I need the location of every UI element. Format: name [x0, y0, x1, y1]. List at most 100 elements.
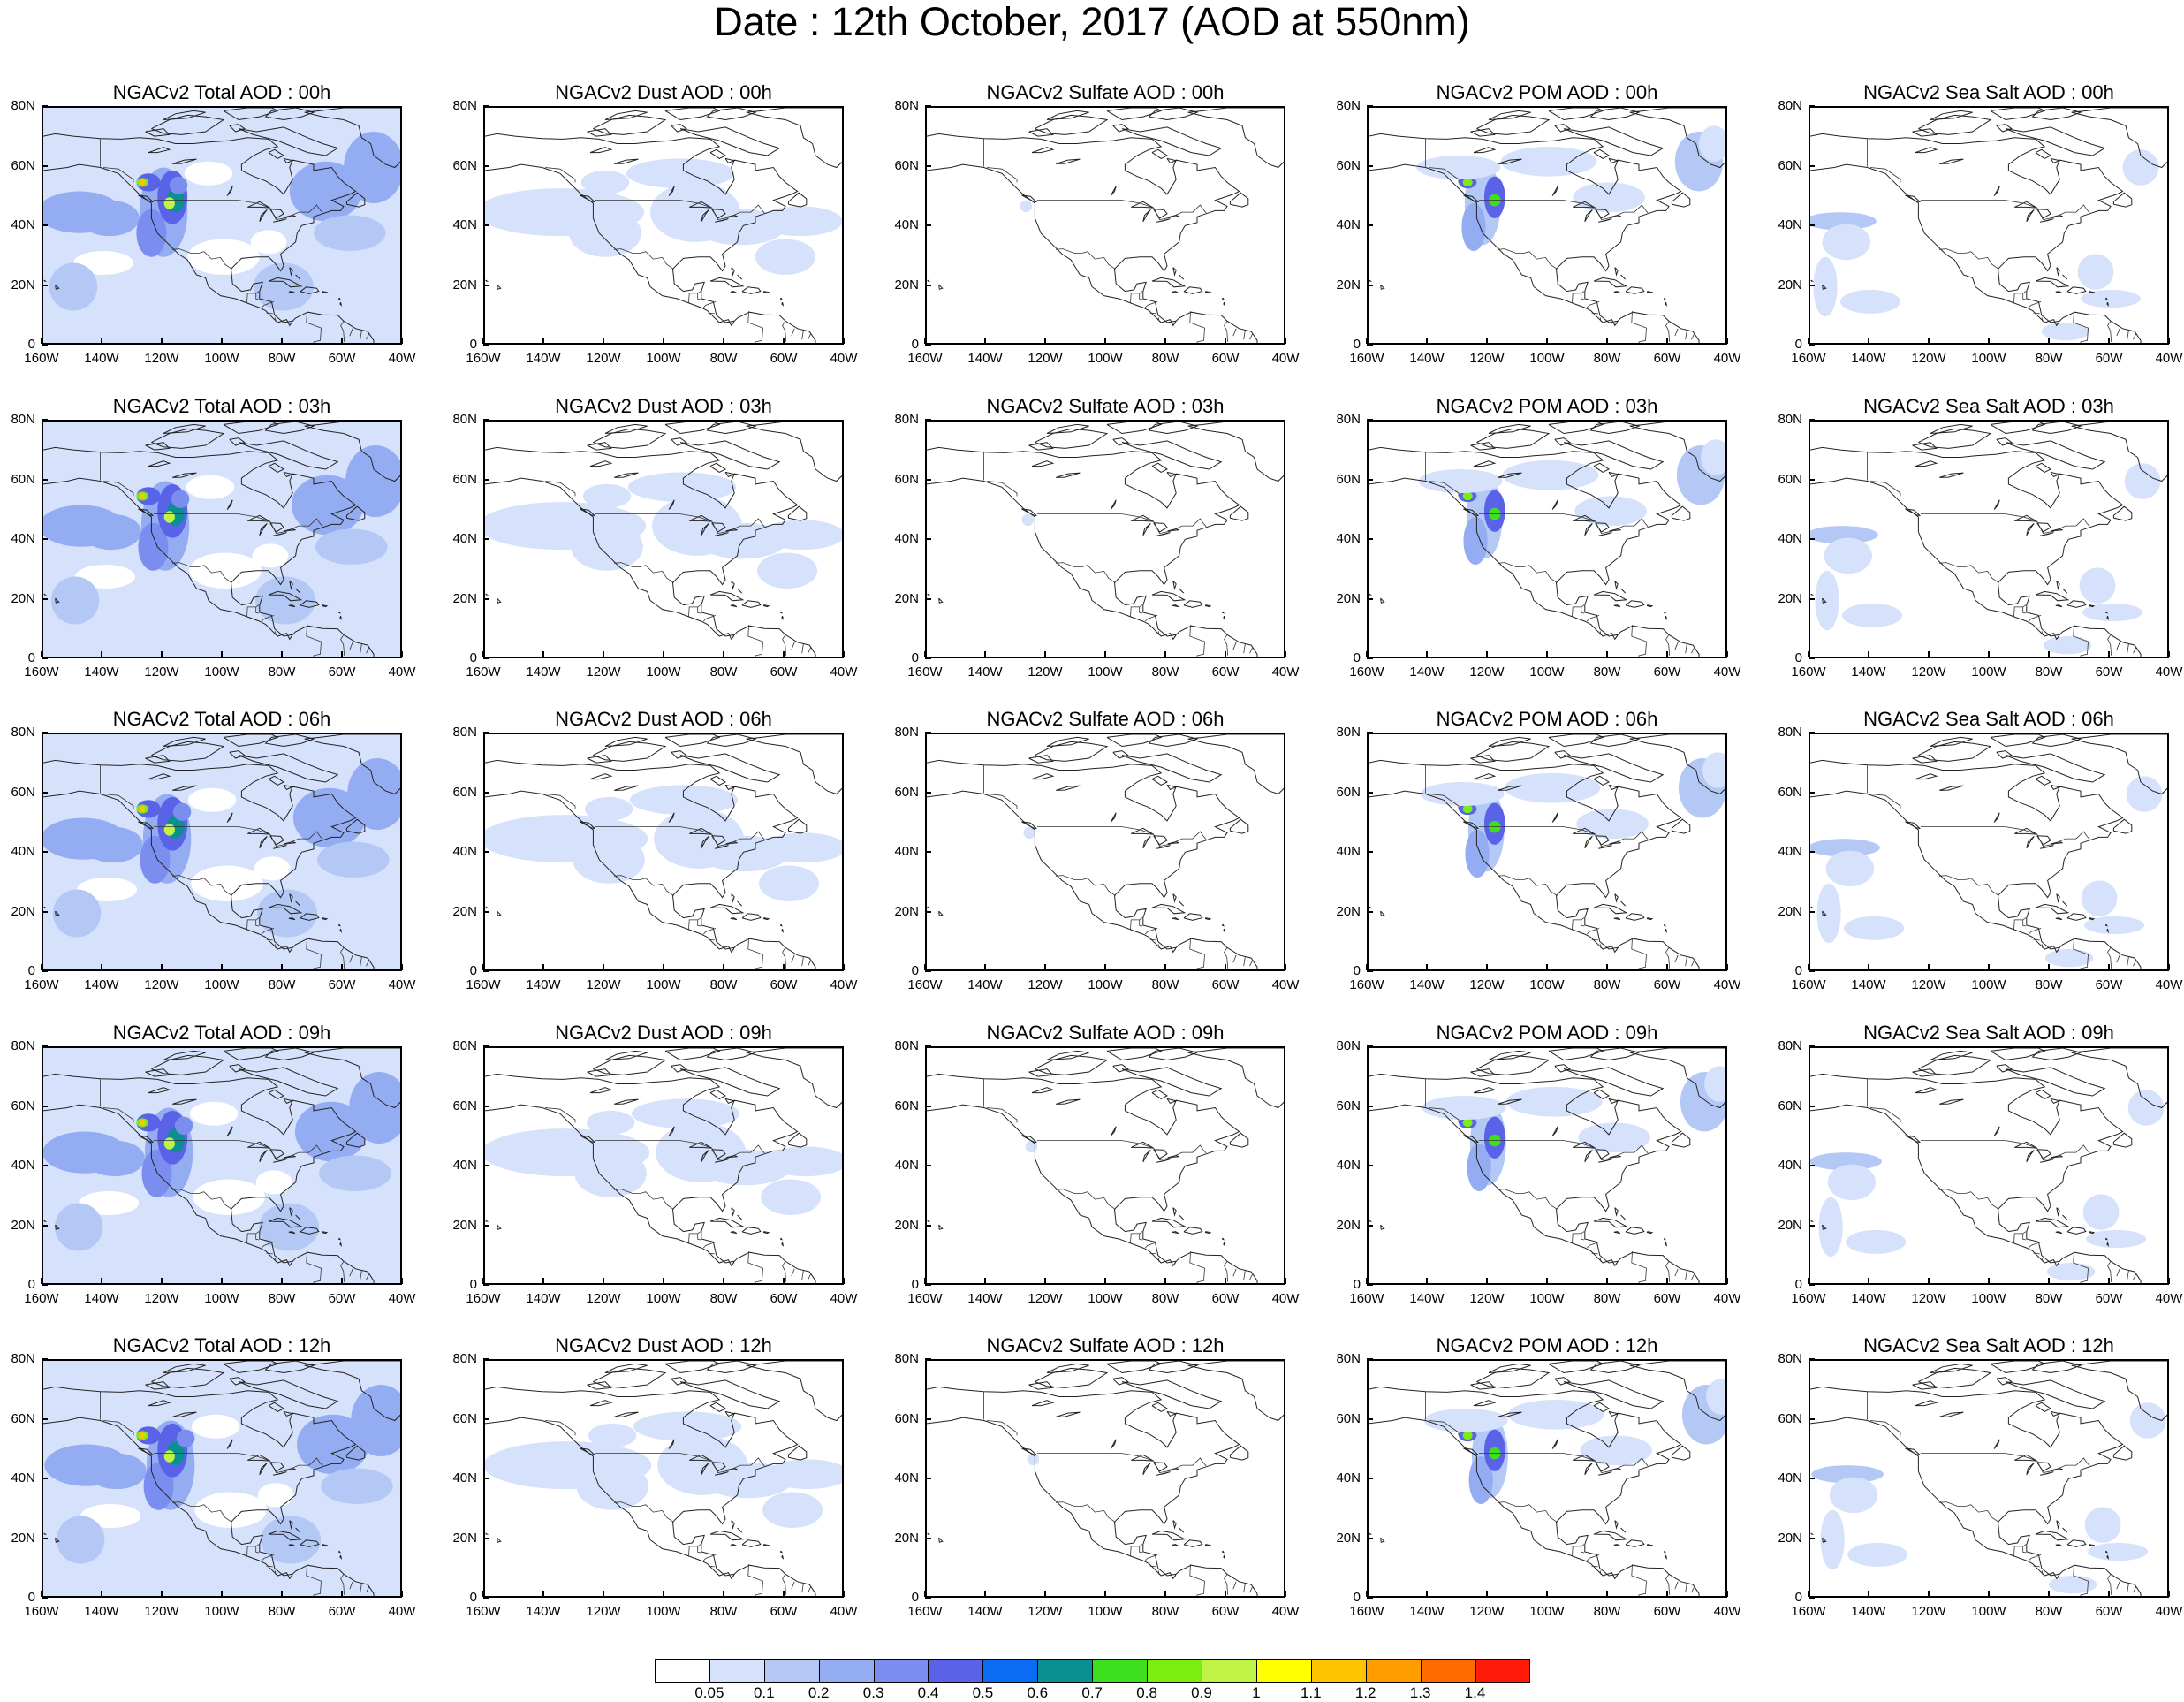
- country-border: [1428, 1420, 1460, 1436]
- colorbar-swatch: [655, 1659, 710, 1683]
- coastline: [2039, 1471, 2054, 1476]
- colorbar-label: 0.8: [1136, 1684, 1157, 1701]
- lon-tick-mark: [1808, 1278, 1809, 1284]
- country-border: [1674, 1581, 1679, 1590]
- coastline: [1229, 192, 1249, 208]
- lon-tick-label: 80W: [1151, 665, 1179, 680]
- coastline: [2056, 893, 2060, 903]
- coastline: [1223, 1242, 1226, 1247]
- coastline: [1142, 836, 1151, 849]
- coastline: [1151, 277, 1187, 288]
- aod-contour-blob: [139, 179, 146, 186]
- coastline: [55, 284, 60, 290]
- aod-contour-blob: [1021, 513, 1035, 527]
- aod-contour-blob: [52, 889, 102, 938]
- coastline: [2056, 267, 2060, 277]
- coastline: [339, 928, 343, 933]
- lon-tick-mark: [1164, 1278, 1166, 1284]
- lat-tick-label: 60N: [1778, 471, 1802, 487]
- coastline: [1939, 472, 1964, 478]
- coastline: [1912, 128, 1938, 137]
- lat-tick-label: 80N: [452, 1351, 477, 1366]
- coastline: [709, 1530, 745, 1541]
- lat-tick-label: 80N: [1778, 412, 1802, 427]
- aod-contour-blob: [292, 787, 366, 848]
- country-border: [1691, 647, 1695, 654]
- aod-contour-blob: [1467, 1144, 1491, 1191]
- country-border: [808, 1586, 811, 1593]
- aod-contour-blob: [139, 493, 146, 499]
- country-border: [2022, 1233, 2027, 1241]
- coastline: [1167, 840, 1179, 845]
- lat-tick-label: 20N: [1336, 1530, 1361, 1546]
- coastline: [272, 845, 287, 849]
- coastline: [1939, 785, 1964, 791]
- coastline: [2066, 913, 2087, 921]
- country-border: [613, 562, 674, 583]
- coastline: [927, 906, 931, 908]
- country-border: [708, 1565, 715, 1568]
- country-border: [1130, 604, 1143, 617]
- country-border: [255, 1546, 260, 1554]
- coastline: [2035, 148, 2052, 159]
- lon-tick-mark: [1546, 1278, 1548, 1284]
- coastline: [322, 917, 329, 921]
- country-border: [1614, 323, 1618, 325]
- coastline: [485, 593, 489, 596]
- lat-tick-mark: [483, 538, 489, 540]
- country-border: [1869, 1420, 1901, 1436]
- map-plot-area: [483, 1359, 844, 1598]
- lon-tick-label: 100W: [646, 351, 681, 366]
- lon-tick-mark: [41, 1591, 42, 1597]
- coastline: [1187, 111, 1284, 169]
- lon-tick-mark: [1164, 338, 1166, 344]
- country-border: [1139, 1546, 1143, 1554]
- lat-tick-label: 20N: [1336, 1217, 1361, 1233]
- country-border: [2056, 949, 2059, 952]
- coastline: [1229, 1132, 1249, 1148]
- coastline: [668, 1439, 675, 1449]
- coastline: [2050, 784, 2061, 791]
- country-border: [1249, 1273, 1253, 1280]
- lat-tick-label: 60N: [452, 1410, 477, 1426]
- lat-tick-label: 20N: [894, 1217, 919, 1233]
- country-border: [2028, 928, 2042, 935]
- lon-tick-mark: [281, 964, 283, 970]
- aod-clear-patch: [257, 1483, 294, 1508]
- coastline: [1625, 1539, 1645, 1547]
- coastline: [1056, 472, 1081, 478]
- lon-tick-mark: [1606, 338, 1608, 344]
- lon-tick-label: 80W: [2035, 1291, 2063, 1306]
- country-border: [1497, 248, 1558, 270]
- coastline: [1056, 158, 1081, 164]
- coastline: [268, 590, 303, 602]
- coastline: [780, 923, 783, 927]
- coastline: [2062, 1527, 2068, 1533]
- coastline: [1369, 1532, 1373, 1535]
- coastline: [43, 790, 375, 969]
- aod-field-svg: [43, 422, 400, 657]
- coastline: [485, 1417, 816, 1596]
- country-border: [153, 826, 323, 847]
- coastline: [781, 928, 785, 933]
- lat-tick-mark: [1809, 597, 1815, 600]
- lon-tick-mark: [1808, 651, 1809, 657]
- lat-tick-label: 40N: [1336, 1158, 1361, 1173]
- lon-tick-label: 80W: [1151, 351, 1179, 366]
- coastline: [1156, 1471, 1171, 1476]
- coastline: [264, 108, 315, 120]
- coastline: [679, 1379, 781, 1409]
- coastline: [2031, 108, 2082, 120]
- lon-tick-label: 80W: [2035, 977, 2063, 992]
- country-border: [360, 1583, 362, 1593]
- lon-tick-mark: [2108, 964, 2110, 970]
- aod-contour-blob: [2081, 289, 2141, 308]
- country-border: [1581, 293, 1585, 300]
- coastline: [1905, 821, 1921, 830]
- coastline: [1810, 1417, 2142, 1596]
- coastline: [1222, 1550, 1225, 1554]
- aod-field-svg: [1369, 1361, 1725, 1596]
- lat-tick-mark: [42, 105, 48, 107]
- country-border: [782, 1261, 787, 1282]
- coastline: [725, 1467, 738, 1471]
